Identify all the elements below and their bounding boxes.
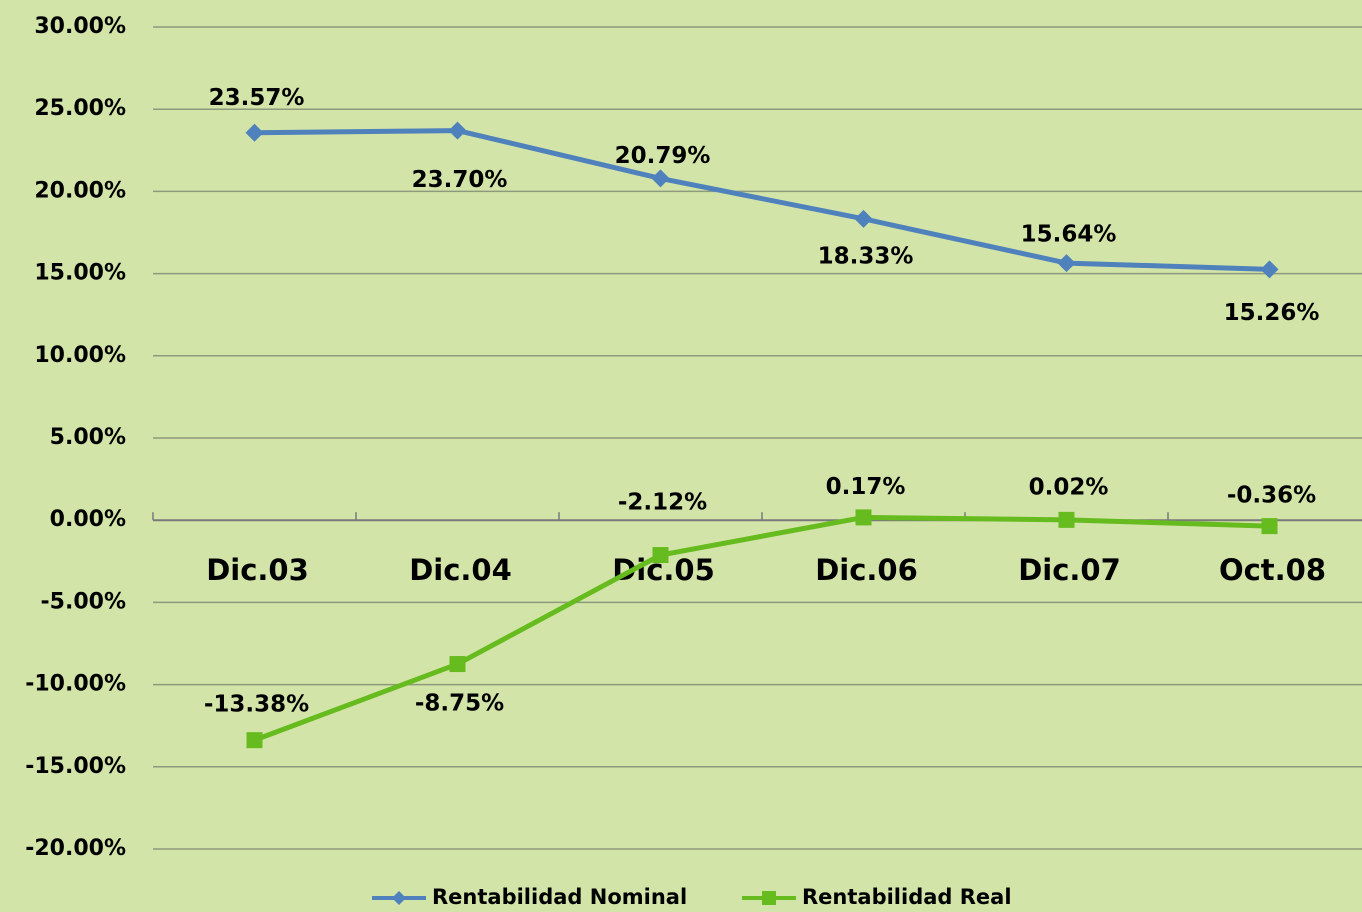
data-label: 15.64% — [1021, 222, 1117, 248]
legend-label: Rentabilidad Real — [802, 885, 1012, 909]
point-marker — [246, 732, 263, 749]
y-tick-label: 30.00% — [34, 14, 126, 39]
x-tick-label: Dic.03 — [206, 553, 309, 587]
data-label: -2.12% — [618, 490, 707, 516]
data-label: 0.17% — [826, 474, 906, 500]
point-marker — [651, 169, 670, 188]
y-tick-label: 25.00% — [34, 96, 126, 121]
data-label: -13.38% — [204, 692, 309, 718]
point-marker — [1261, 518, 1278, 535]
data-label: 18.33% — [818, 243, 914, 269]
x-tick-label: Dic.07 — [1018, 553, 1121, 587]
y-tick-label: -10.00% — [25, 672, 126, 697]
x-tick-label: Dic.06 — [815, 553, 918, 587]
y-tick-label: 5.00% — [50, 425, 126, 450]
y-tick-label: -20.00% — [25, 836, 126, 861]
y-tick-label: 15.00% — [34, 261, 126, 286]
data-label: 23.57% — [209, 85, 305, 111]
x-tick-label: Oct.08 — [1219, 553, 1326, 587]
point-marker — [1057, 254, 1076, 273]
series-line — [254, 128, 1270, 272]
series-line — [253, 514, 1270, 743]
point-marker — [448, 121, 467, 140]
legend-marker — [392, 891, 406, 905]
legend-marker — [762, 891, 776, 905]
point-marker — [1058, 511, 1075, 528]
data-label: 15.26% — [1224, 300, 1320, 326]
point-marker — [854, 209, 873, 228]
data-label: 20.79% — [615, 143, 711, 169]
y-tick-label: 0.00% — [50, 507, 126, 532]
legend-label: Rentabilidad Nominal — [432, 885, 687, 909]
point-marker — [449, 656, 466, 673]
y-tick-label: -15.00% — [25, 754, 126, 779]
data-label: 23.70% — [412, 167, 508, 193]
point-marker — [1260, 260, 1279, 279]
point-marker — [652, 547, 669, 564]
data-label: 0.02% — [1029, 474, 1109, 500]
point-marker — [855, 509, 872, 526]
y-tick-label: 20.00% — [34, 178, 126, 203]
y-tick-label: -5.00% — [41, 589, 126, 614]
data-label: -8.75% — [415, 691, 504, 717]
point-marker — [245, 123, 264, 142]
data-label: -0.36% — [1227, 483, 1316, 509]
y-tick-label: 10.00% — [34, 343, 126, 368]
x-tick-label: Dic.04 — [409, 553, 512, 587]
